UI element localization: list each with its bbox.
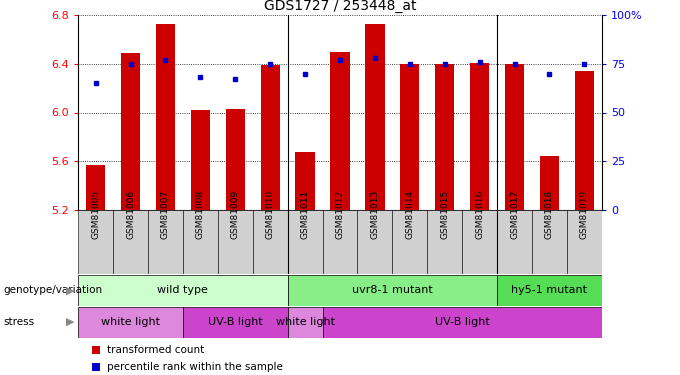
Text: transformed count: transformed count [107,345,204,355]
Bar [183,307,288,338]
Text: UV-B light: UV-B light [435,317,490,327]
Title: GDS1727 / 253448_at: GDS1727 / 253448_at [264,0,416,13]
Text: GSM81011: GSM81011 [301,189,309,238]
Bar [462,210,497,274]
Bar [401,64,420,210]
Bar [575,71,594,210]
Bar [567,210,602,274]
Text: GSM81018: GSM81018 [545,189,554,238]
Text: genotype/variation: genotype/variation [3,285,103,295]
Bar [148,210,183,274]
Bar [78,275,288,306]
Bar [365,24,384,210]
Text: stress: stress [3,317,35,327]
Bar [113,210,148,274]
Bar [392,210,427,274]
Text: GSM81013: GSM81013 [371,189,379,238]
Bar [296,152,315,210]
Text: GSM81014: GSM81014 [405,189,414,238]
Bar [183,210,218,274]
Bar [226,109,245,210]
Text: ▶: ▶ [66,317,75,327]
Bar [470,63,489,210]
Text: GSM81016: GSM81016 [475,189,484,238]
Bar [532,210,567,274]
Bar [260,65,279,210]
Text: hy5-1 mutant: hy5-1 mutant [511,285,588,295]
Bar [78,210,113,274]
Bar [121,53,140,210]
Bar [427,210,462,274]
Bar [505,64,524,210]
Text: GSM81017: GSM81017 [510,189,519,238]
Text: GSM81008: GSM81008 [196,189,205,238]
Bar [156,24,175,210]
Text: ▶: ▶ [66,285,75,295]
Text: GSM81010: GSM81010 [266,189,275,238]
Bar [78,307,183,338]
Text: GSM81012: GSM81012 [335,189,345,238]
Bar [540,156,559,210]
Text: percentile rank within the sample: percentile rank within the sample [107,362,283,372]
Text: GSM81006: GSM81006 [126,189,135,238]
Bar [253,210,288,274]
Text: white light: white light [275,317,335,327]
Bar [435,64,454,210]
Bar [191,110,210,210]
Text: uvr8-1 mutant: uvr8-1 mutant [352,285,432,295]
Text: UV-B light: UV-B light [208,317,262,327]
Text: wild type: wild type [158,285,208,295]
Bar [86,165,105,210]
Bar [218,210,253,274]
Bar [288,307,322,338]
Text: GSM81015: GSM81015 [440,189,449,238]
Text: GSM81005: GSM81005 [91,189,100,238]
Bar [330,52,350,210]
Bar [497,275,602,306]
Bar [288,210,322,274]
Bar [497,210,532,274]
Bar [322,307,602,338]
Text: GSM81007: GSM81007 [161,189,170,238]
Text: GSM81009: GSM81009 [231,189,240,238]
Bar [322,210,358,274]
Bar [288,275,497,306]
Text: white light: white light [101,317,160,327]
Bar [358,210,392,274]
Text: GSM81019: GSM81019 [580,189,589,238]
